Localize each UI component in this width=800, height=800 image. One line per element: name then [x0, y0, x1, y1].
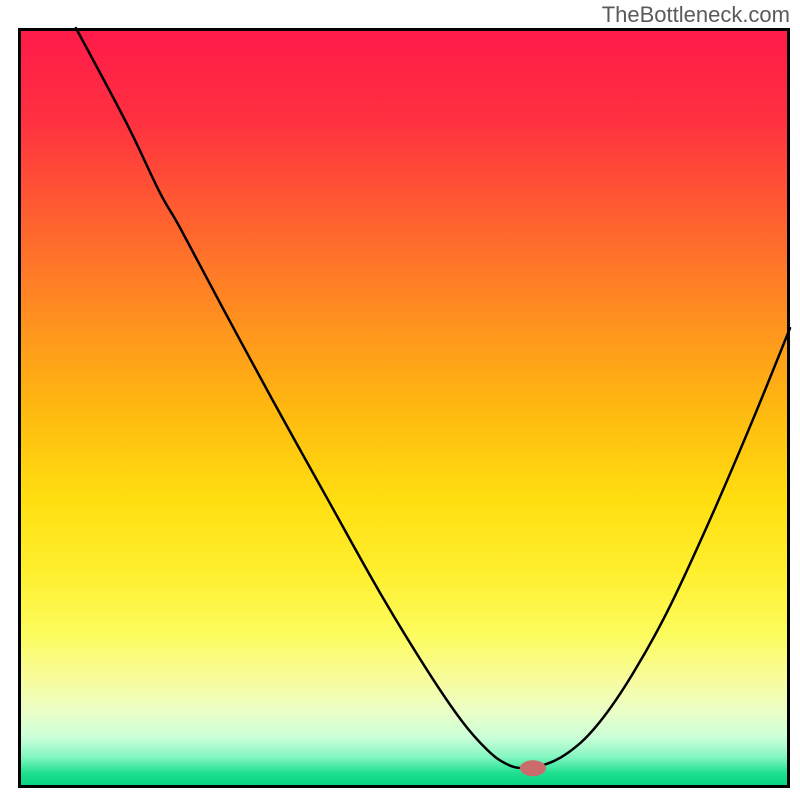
bottleneck-curve — [76, 28, 790, 768]
watermark-text: TheBottleneck.com — [602, 2, 790, 28]
chart-container: TheBottleneck.com — [0, 0, 800, 800]
minimum-marker — [520, 760, 546, 776]
plot-border — [20, 30, 789, 787]
curve-layer — [18, 28, 790, 788]
plot-area — [18, 28, 790, 788]
